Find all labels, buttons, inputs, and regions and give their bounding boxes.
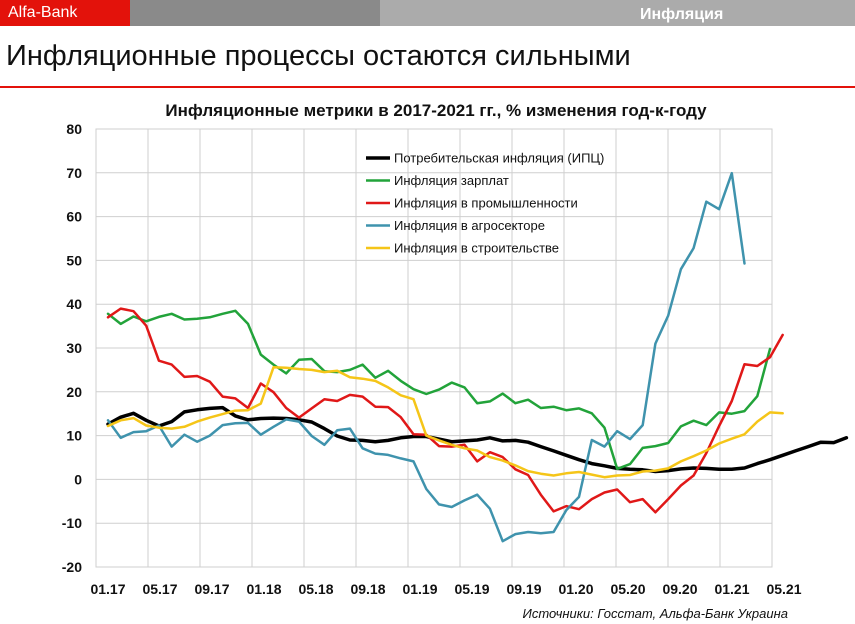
series-line-4 <box>106 171 746 543</box>
series-line-1 <box>106 405 849 474</box>
header-strip <box>130 0 380 26</box>
legend-label: Инфляция зарплат <box>394 173 509 188</box>
y-tick-label: 60 <box>66 209 82 225</box>
legend: Потребительская инфляция (ИПЦ) Инфляция з… <box>366 151 604 256</box>
y-tick-label: 40 <box>66 296 82 312</box>
plot-frame <box>95 128 773 568</box>
section-title: Инфляция <box>640 6 724 23</box>
page-title: Инфляционные процессы остаются сильными <box>6 40 631 72</box>
chart-title: Инфляционные метрики в 2017-2021 гг., % … <box>165 101 707 120</box>
y-tick-label: 70 <box>66 165 82 181</box>
brand-logo: Alfa-Bank <box>0 0 130 26</box>
y-tick-label: -10 <box>62 515 82 531</box>
x-axis-labels: 01.17 05.17 09.17 01.18 05.18 09.18 01.19 05.19… <box>90 581 801 597</box>
y-tick-label: -20 <box>62 559 82 575</box>
y-tick-label: 20 <box>66 384 82 400</box>
y-tick-label: 30 <box>66 340 82 356</box>
x-tick-label: 09.18 <box>350 581 385 597</box>
x-tick-label: 05.18 <box>298 581 333 597</box>
y-tick-label: 0 <box>74 471 82 487</box>
x-tick-label: 05.17 <box>142 581 177 597</box>
series-line-5 <box>106 366 784 479</box>
series-line-3 <box>106 307 784 514</box>
legend-label: Потребительская инфляция (ИПЦ) <box>394 151 604 166</box>
x-tick-label: 09.19 <box>506 581 541 597</box>
x-tick-label: 01.18 <box>246 581 281 597</box>
x-tick-label: 01.21 <box>714 581 749 597</box>
y-tick-label: 50 <box>66 252 82 268</box>
x-tick-label: 01.19 <box>402 581 437 597</box>
y-tick-label: 10 <box>66 428 82 444</box>
x-tick-label: 01.20 <box>558 581 593 597</box>
legend-label: Инфляция в промышленности <box>394 196 578 211</box>
x-tick-label: 05.19 <box>454 581 489 597</box>
title-divider <box>0 86 855 88</box>
y-axis-labels: 80 70 60 50 40 30 20 10 0 -10 -20 <box>62 121 82 575</box>
legend-label: Инфляция в агросекторе <box>394 218 545 233</box>
x-tick-label: 01.17 <box>90 581 125 597</box>
x-tick-label: 09.20 <box>662 581 697 597</box>
x-tick-label: 05.21 <box>766 581 801 597</box>
legend-label: Инфляция в строительстве <box>394 241 559 256</box>
source-note: Источники: Госстат, Альфа-Банк Украина <box>523 606 788 621</box>
x-tick-label: 09.17 <box>194 581 229 597</box>
x-tick-label: 05.20 <box>610 581 645 597</box>
series-line-2 <box>106 309 772 471</box>
y-tick-label: 80 <box>66 121 82 137</box>
series-lines <box>106 171 849 543</box>
